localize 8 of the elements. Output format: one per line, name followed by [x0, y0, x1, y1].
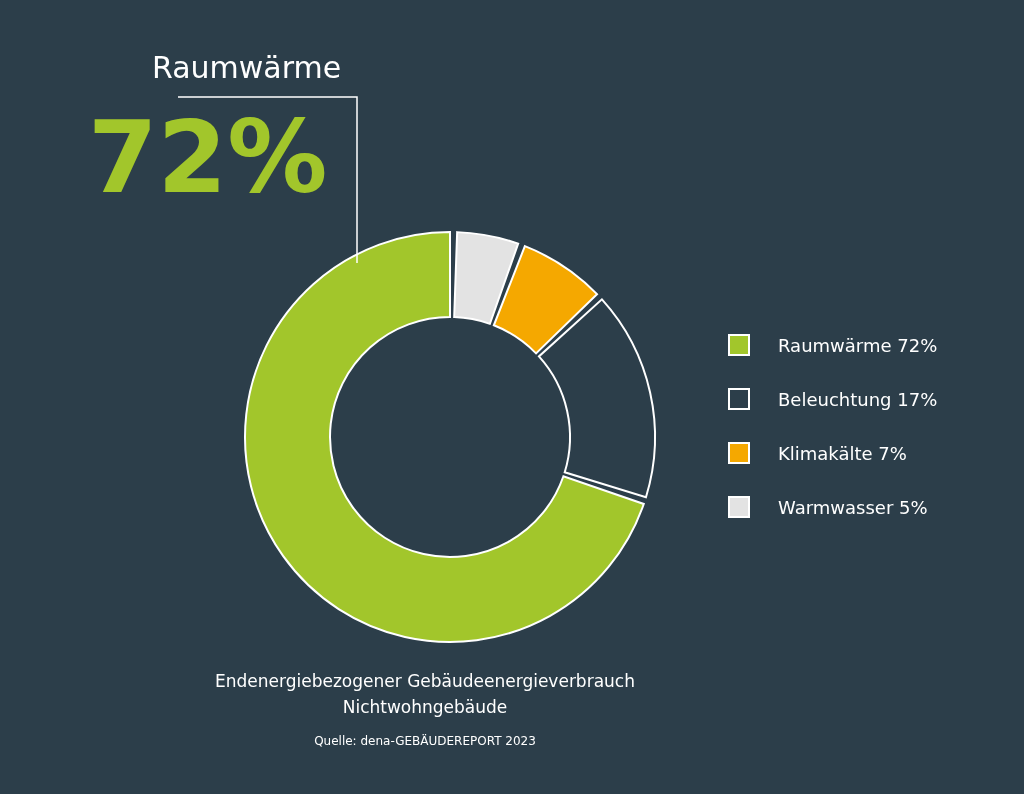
- legend-label: Klimakälte 7%: [778, 442, 907, 464]
- data-label: 72%: [88, 98, 328, 218]
- category-label: Raumwärme 72%: [778, 334, 938, 356]
- slice-label: Raumwärme: [152, 50, 342, 85]
- text: Endenergiebezogener Gebäudeenergieverbrauch Nichtwohngebäude: [214, 670, 636, 719]
- legend-label: Beleuchtung 17%: [778, 388, 938, 410]
- legend-label: Warmwasser 5%: [778, 496, 928, 518]
- source-note: Quelle: dena-GEBÄUDEREPORT 2023: [313, 734, 537, 748]
